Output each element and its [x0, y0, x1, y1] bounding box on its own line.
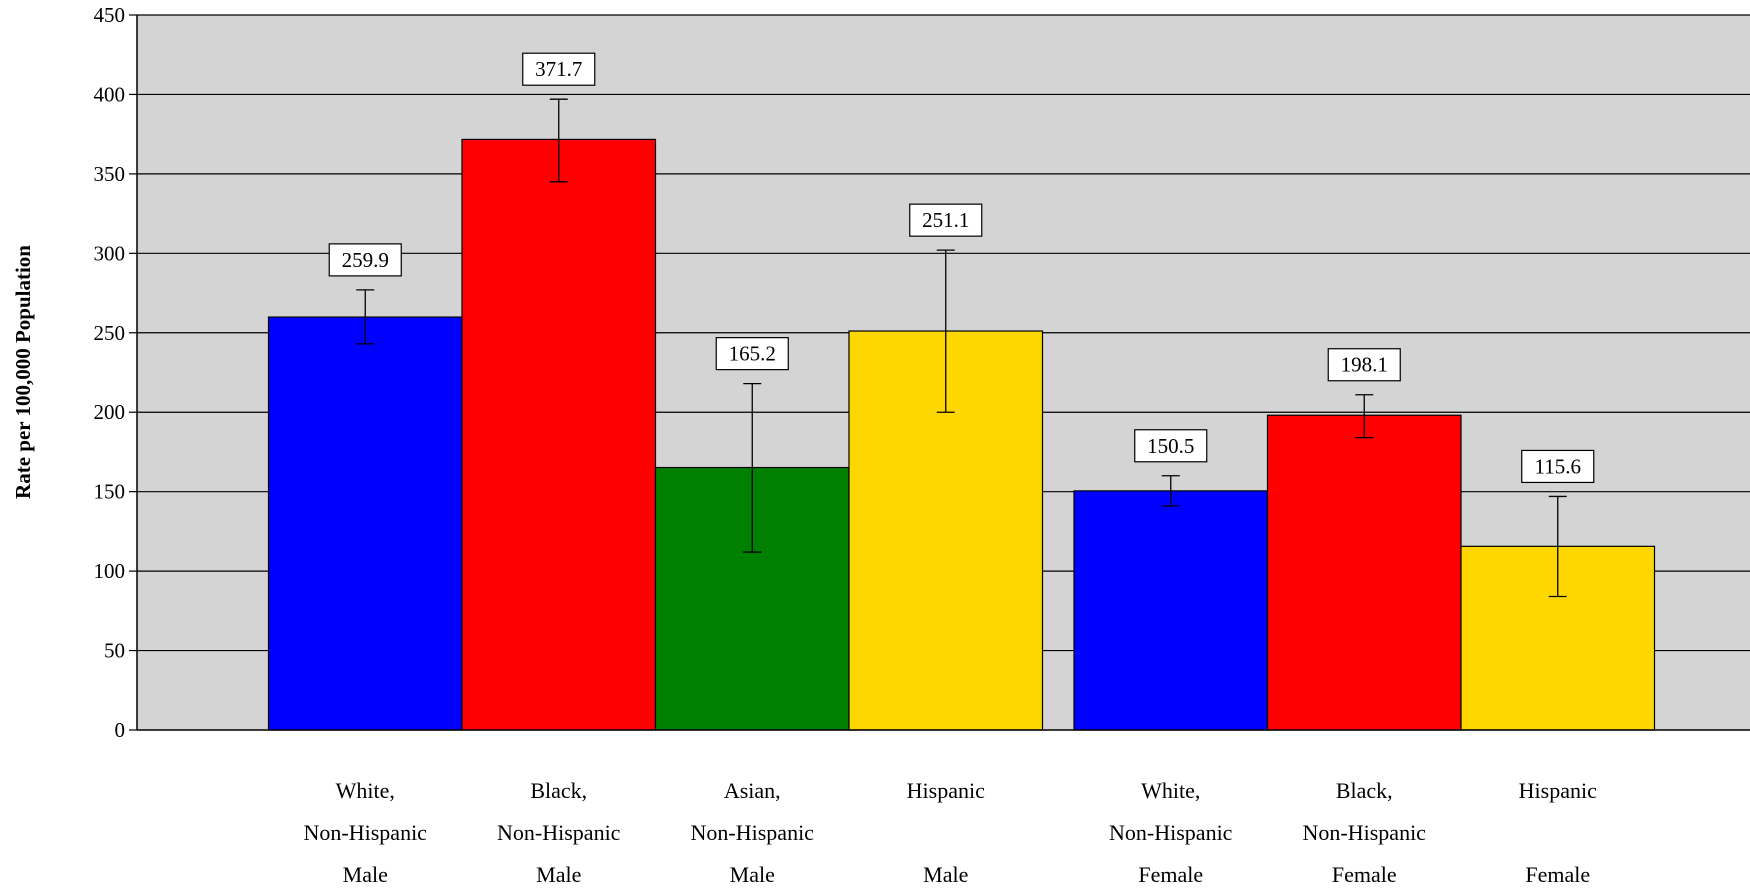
data-label: 251.1	[922, 208, 969, 232]
bar	[1073, 490, 1269, 731]
x-category-label: Non-Hispanic	[1303, 820, 1427, 845]
data-label-box	[522, 52, 596, 86]
y-axis: 0 50 100 150 200 250 300 350 400 450	[94, 3, 138, 742]
x-category-label: Male	[923, 862, 968, 887]
y-tick-label: 50	[104, 639, 125, 663]
data-label-box	[1521, 449, 1595, 484]
y-tick-label: 150	[94, 480, 126, 504]
x-category-label: White,	[336, 778, 395, 803]
x-category-label: Male	[536, 862, 581, 887]
data-label-box	[715, 337, 789, 371]
x-category-label: Female	[1138, 862, 1203, 887]
y-tick-label: 0	[115, 718, 126, 742]
x-category-label: Male	[343, 862, 388, 887]
x-category-label: Black,	[530, 778, 587, 803]
x-category-label: Black,	[1336, 778, 1393, 803]
data-label: 371.7	[535, 57, 582, 81]
y-tick-label: 100	[94, 559, 126, 583]
data-label-box	[328, 243, 402, 277]
data-label: 198.1	[1341, 353, 1388, 377]
data-label: 115.6	[1535, 454, 1581, 478]
x-category-label: Non-Hispanic	[304, 820, 428, 845]
x-axis: White, Non-Hispanic Male Black, Non-Hispanic…	[137, 729, 1750, 887]
x-category-label: White,	[1141, 778, 1200, 803]
bar	[267, 316, 463, 731]
data-labels: 259.9 371.7 165.2 251.1 150.5 198.1 115.6	[328, 52, 1595, 484]
data-label-box	[1134, 429, 1208, 463]
data-label-box	[909, 203, 983, 237]
bar	[461, 138, 657, 731]
x-category-label: Female	[1332, 862, 1397, 887]
x-category-label: Non-Hispanic	[1109, 820, 1233, 845]
x-category-label: Hispanic	[1519, 778, 1597, 803]
x-category-label: Male	[730, 862, 775, 887]
data-label-box	[1327, 348, 1401, 382]
y-tick-label: 400	[94, 82, 126, 106]
x-category-label: Non-Hispanic	[497, 820, 621, 845]
x-category-label: Non-Hispanic	[691, 820, 815, 845]
y-axis-title: Rate per 100,000 Population	[11, 245, 35, 499]
y-tick-label: 450	[94, 3, 126, 27]
data-label: 150.5	[1147, 434, 1194, 458]
y-tick-label: 300	[94, 241, 126, 265]
data-label: 165.2	[729, 342, 776, 366]
y-tick-label: 250	[94, 321, 126, 345]
y-tick-label: 350	[94, 162, 126, 186]
y-tick-label: 200	[94, 400, 126, 424]
bar	[1266, 414, 1462, 731]
x-category-label: Hispanic	[907, 778, 985, 803]
x-category-label: Asian,	[724, 778, 781, 803]
data-label: 259.9	[342, 248, 389, 272]
x-category-label: Female	[1525, 862, 1590, 887]
error-bars	[356, 98, 1567, 598]
